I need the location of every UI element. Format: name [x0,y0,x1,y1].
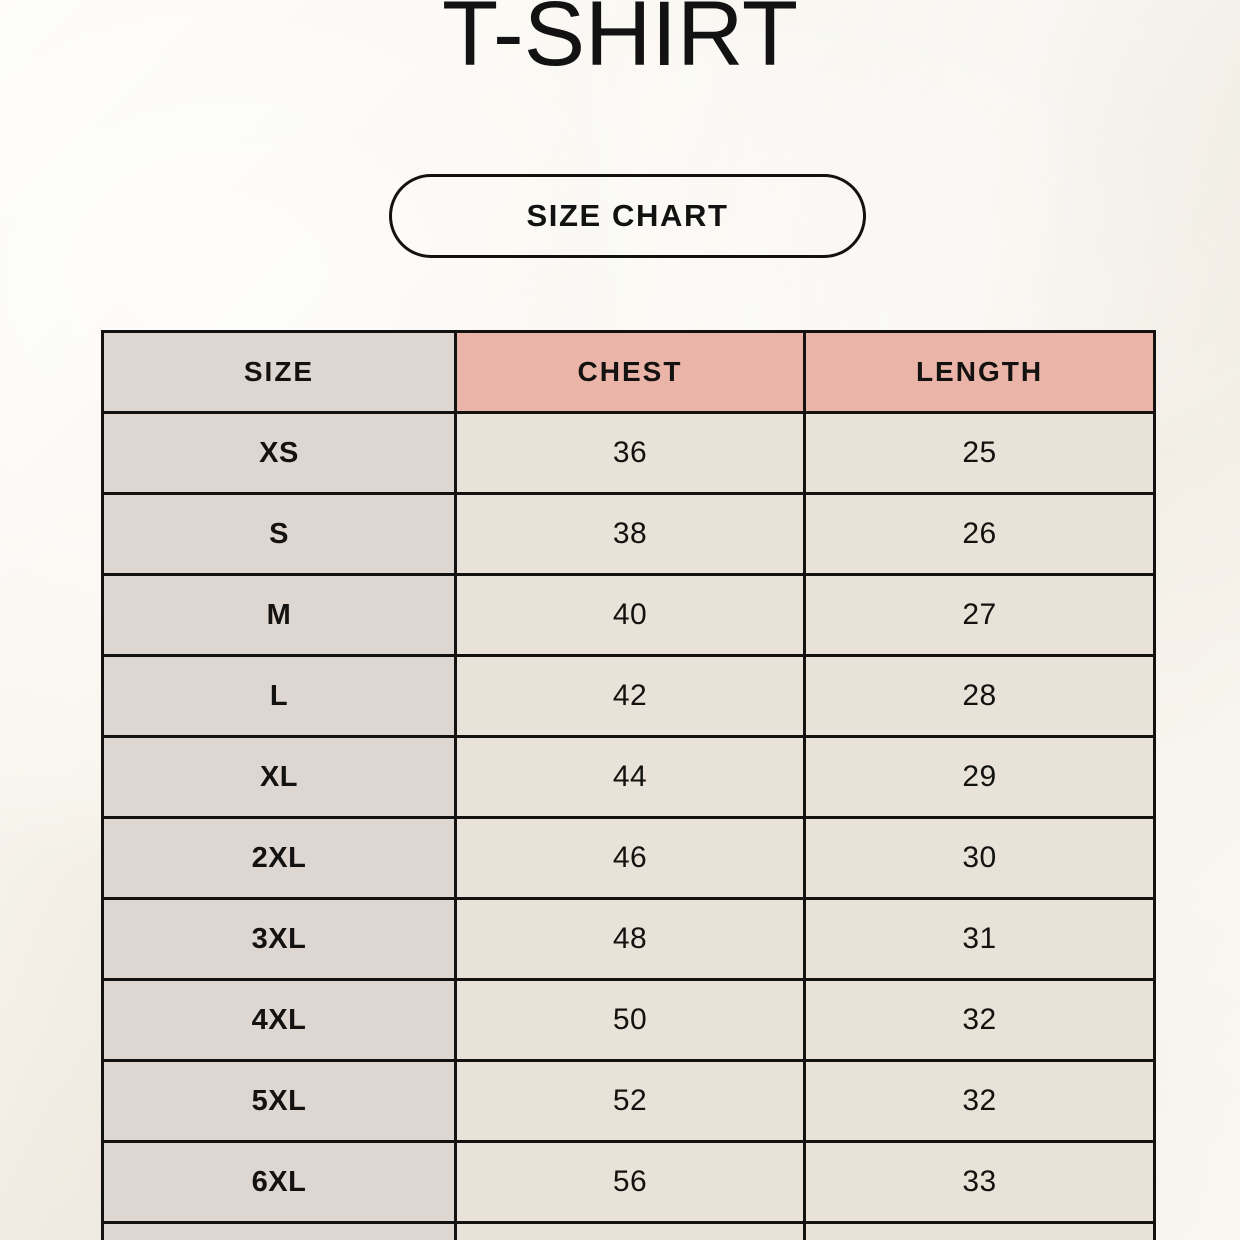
cell-length: 33 [803,1140,1156,1224]
cell-size: 5XL [101,1059,457,1143]
page-title: T-SHIRT [441,0,799,85]
cell-chest: 52 [454,1059,806,1143]
cell-size: M [101,573,457,657]
size-chart-badge: SIZE CHART [389,174,866,258]
column-header-size: SIZE [101,330,457,414]
cell-chest: 44 [454,735,806,819]
table-row: 5XL 52 32 [101,1059,1156,1143]
table-row: XS 36 25 [101,411,1156,495]
cell-length: 25 [803,411,1156,495]
cell-size: XL [101,735,457,819]
column-header-chest: CHEST [454,330,806,414]
cell-size: XS [101,411,457,495]
column-header-length: LENGTH [803,330,1156,414]
cell-chest: 40 [454,573,806,657]
cell-chest: 48 [454,897,806,981]
cell-chest: 46 [454,816,806,900]
size-chart-badge-label: SIZE CHART [526,198,729,233]
cell-length: 30 [803,816,1156,900]
size-table-body: XS 36 25 S 38 26 M 40 27 L 42 28 XL 44 29 2XL 46 30 3XL 48 3… [101,411,1156,1240]
cell-chest: 60 [454,1221,806,1240]
cell-length: 32 [803,978,1156,1062]
cell-chest: 56 [454,1140,806,1224]
size-table-container: SIZE CHEST LENGTH XS 36 25 S 38 26 M 40 27 L 42 28 X… [101,330,1156,1240]
cell-size: 4XL [101,978,457,1062]
cell-length: 29 [803,735,1156,819]
table-row: 2XL 46 30 [101,816,1156,900]
cell-size: 3XL [101,897,457,981]
cell-size: 7XL [101,1221,457,1240]
cell-length: 31 [803,897,1156,981]
size-table-head: SIZE CHEST LENGTH [101,330,1156,414]
table-row: 4XL 50 32 [101,978,1156,1062]
cell-size: L [101,654,457,738]
table-row: L 42 28 [101,654,1156,738]
cell-length: 28 [803,654,1156,738]
cell-size: S [101,492,457,576]
cell-chest: 50 [454,978,806,1062]
cell-chest: 36 [454,411,806,495]
cell-length: 32 [803,1059,1156,1143]
cell-chest: 42 [454,654,806,738]
table-row: 7XL6033 [101,1221,1156,1240]
table-row: 3XL 48 31 [101,897,1156,981]
table-row: M 40 27 [101,573,1156,657]
cell-size: 6XL [101,1140,457,1224]
table-row: 6XL 56 33 [101,1140,1156,1224]
table-row: XL 44 29 [101,735,1156,819]
cell-length: 27 [803,573,1156,657]
cell-size: 2XL [101,816,457,900]
size-table: SIZE CHEST LENGTH XS 36 25 S 38 26 M 40 27 L 42 28 X… [101,330,1156,1240]
cell-length: 26 [803,492,1156,576]
table-row: S 38 26 [101,492,1156,576]
table-header-row: SIZE CHEST LENGTH [101,330,1156,414]
cell-length: 33 [803,1221,1156,1240]
cell-chest: 38 [454,492,806,576]
